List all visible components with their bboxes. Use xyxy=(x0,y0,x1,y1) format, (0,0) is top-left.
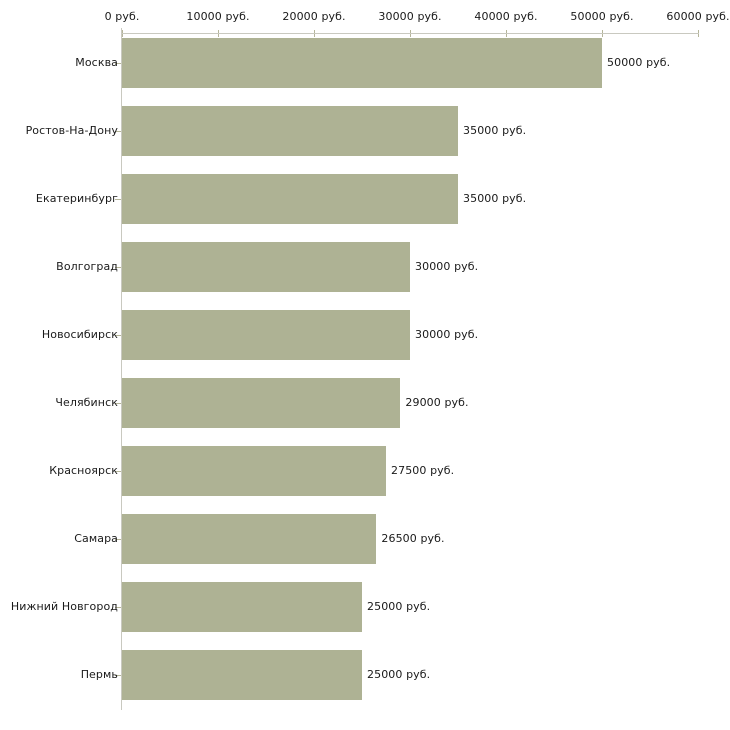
y-axis-tick xyxy=(115,675,121,676)
x-axis-line xyxy=(122,33,699,34)
bar-value-label: 25000 руб. xyxy=(367,600,431,613)
bar-value-label: 27500 руб. xyxy=(391,464,455,477)
category-label: Красноярск xyxy=(49,464,118,477)
category-label: Ростов-На-Дону xyxy=(25,124,118,137)
bar[interactable] xyxy=(122,242,410,292)
category-label: Челябинск xyxy=(55,396,118,409)
bar-value-label: 30000 руб. xyxy=(415,328,479,341)
bar[interactable] xyxy=(122,514,377,564)
y-axis-tick xyxy=(115,471,121,472)
y-axis-tick xyxy=(115,539,121,540)
x-axis-tick-label: 10000 руб. xyxy=(186,10,250,23)
bar-value-label: 25000 руб. xyxy=(367,668,431,681)
y-axis-tick xyxy=(115,403,121,404)
category-label: Екатеринбург xyxy=(35,192,118,205)
bar[interactable] xyxy=(122,310,410,360)
category-label: Самара xyxy=(74,532,118,545)
bar[interactable] xyxy=(122,582,362,632)
x-axis-tick-label: 40000 руб. xyxy=(474,10,538,23)
y-axis-tick xyxy=(115,607,121,608)
bar-value-label: 30000 руб. xyxy=(415,260,479,273)
category-label: Новосибирск xyxy=(41,328,118,341)
x-axis-tick-label: 50000 руб. xyxy=(570,10,634,23)
bar-value-label: 29000 руб. xyxy=(405,396,469,409)
y-axis-tick xyxy=(115,63,121,64)
bar[interactable] xyxy=(122,378,401,428)
bar[interactable] xyxy=(122,650,362,700)
x-axis-tick-label: 0 руб. xyxy=(104,10,140,23)
bar-value-label: 35000 руб. xyxy=(463,192,527,205)
y-axis-tick xyxy=(115,131,121,132)
x-axis-tick-label: 30000 руб. xyxy=(378,10,442,23)
y-axis-tick xyxy=(115,335,121,336)
y-axis-tick xyxy=(115,199,121,200)
bar[interactable] xyxy=(122,38,602,88)
y-axis-tick xyxy=(115,267,121,268)
category-label: Нижний Новгород xyxy=(10,600,118,613)
x-axis-tick-label: 60000 руб. xyxy=(666,10,730,23)
y-axis-line xyxy=(121,28,122,710)
category-label: Москва xyxy=(75,56,118,69)
bar-value-label: 50000 руб. xyxy=(607,56,671,69)
bar[interactable] xyxy=(122,174,458,224)
x-axis-tick-label: 20000 руб. xyxy=(282,10,346,23)
bar-value-label: 35000 руб. xyxy=(463,124,527,137)
category-label: Пермь xyxy=(80,668,118,681)
category-label: Волгоград xyxy=(56,260,118,273)
bar[interactable] xyxy=(122,446,386,496)
bar-value-label: 26500 руб. xyxy=(381,532,445,545)
bar[interactable] xyxy=(122,106,458,156)
